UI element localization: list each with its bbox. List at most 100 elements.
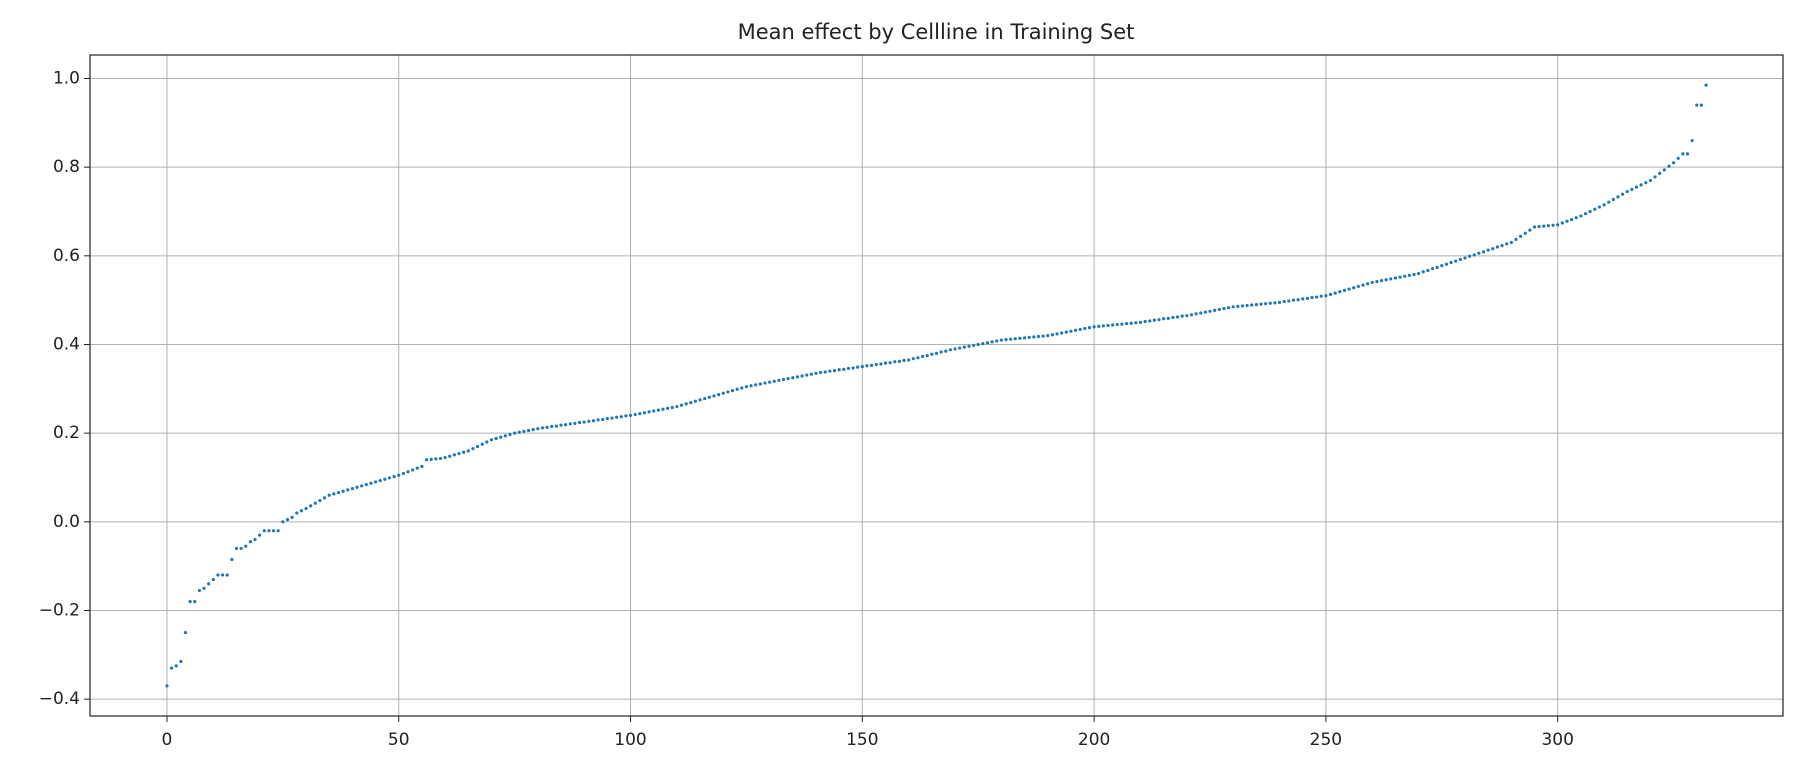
point bbox=[582, 420, 586, 424]
point bbox=[1468, 254, 1472, 258]
point bbox=[698, 398, 702, 402]
point bbox=[1472, 253, 1476, 257]
point bbox=[1004, 338, 1008, 342]
point bbox=[1648, 178, 1653, 183]
point bbox=[967, 344, 971, 348]
chart-title: Mean effect by Cellline in Training Set bbox=[738, 20, 1135, 44]
point bbox=[1250, 303, 1254, 307]
point bbox=[1134, 321, 1138, 325]
point bbox=[879, 362, 883, 366]
point bbox=[1514, 237, 1518, 242]
point bbox=[1254, 302, 1258, 307]
point bbox=[707, 395, 711, 399]
point bbox=[962, 345, 966, 349]
point bbox=[1366, 282, 1370, 286]
point bbox=[1681, 152, 1685, 156]
y-tick-label: 0.4 bbox=[53, 334, 80, 354]
point bbox=[169, 666, 174, 670]
point bbox=[373, 480, 378, 484]
point bbox=[990, 340, 994, 344]
point bbox=[276, 529, 280, 533]
point bbox=[1356, 284, 1360, 289]
point bbox=[225, 573, 229, 577]
point bbox=[318, 498, 322, 503]
point bbox=[1138, 320, 1143, 324]
point bbox=[1175, 315, 1180, 319]
point bbox=[360, 484, 364, 488]
point bbox=[735, 387, 739, 391]
point bbox=[299, 509, 303, 513]
point bbox=[1194, 312, 1198, 316]
point bbox=[1143, 319, 1147, 324]
point bbox=[791, 376, 795, 380]
point bbox=[1500, 244, 1504, 248]
point bbox=[1597, 205, 1602, 209]
point bbox=[642, 411, 647, 415]
point bbox=[364, 482, 368, 487]
point bbox=[726, 390, 730, 394]
point bbox=[1162, 317, 1166, 321]
point bbox=[1041, 334, 1045, 338]
point bbox=[1092, 325, 1096, 329]
point bbox=[244, 544, 248, 548]
point bbox=[1644, 181, 1648, 185]
y-tick-label: 0.8 bbox=[53, 157, 80, 177]
point bbox=[508, 432, 512, 437]
point bbox=[1180, 314, 1184, 318]
point bbox=[902, 358, 906, 363]
point bbox=[1036, 334, 1041, 339]
point bbox=[183, 631, 188, 635]
point bbox=[1240, 304, 1245, 308]
point bbox=[1273, 301, 1277, 305]
point bbox=[1523, 231, 1527, 235]
point bbox=[387, 476, 392, 480]
point bbox=[944, 349, 948, 353]
grid-layer bbox=[90, 55, 1783, 716]
point bbox=[1120, 322, 1124, 326]
point bbox=[559, 423, 563, 427]
point bbox=[1310, 295, 1314, 300]
point bbox=[526, 428, 531, 433]
point bbox=[1556, 223, 1560, 227]
point bbox=[1157, 318, 1161, 322]
point bbox=[290, 515, 294, 519]
point bbox=[1152, 318, 1156, 322]
point bbox=[948, 348, 953, 352]
point bbox=[615, 415, 619, 419]
point bbox=[860, 365, 864, 369]
point bbox=[1009, 337, 1013, 341]
point bbox=[522, 429, 526, 433]
point bbox=[907, 358, 911, 362]
point bbox=[958, 346, 962, 350]
point bbox=[1602, 203, 1606, 207]
point bbox=[823, 370, 827, 374]
point bbox=[679, 403, 684, 407]
point bbox=[1607, 200, 1611, 204]
point bbox=[401, 471, 405, 476]
point bbox=[193, 600, 197, 604]
point bbox=[777, 378, 781, 383]
point bbox=[647, 410, 651, 414]
point bbox=[786, 377, 790, 381]
point bbox=[675, 404, 679, 409]
y-tick-label: 0.2 bbox=[53, 423, 80, 443]
point bbox=[666, 406, 670, 410]
point bbox=[220, 573, 225, 577]
y-tick-label: −0.2 bbox=[39, 600, 80, 620]
point bbox=[211, 577, 215, 582]
point bbox=[429, 457, 433, 461]
point bbox=[1352, 286, 1356, 290]
point bbox=[1449, 260, 1453, 265]
point bbox=[1342, 288, 1347, 293]
point bbox=[749, 384, 753, 388]
point bbox=[1426, 268, 1430, 273]
point bbox=[285, 518, 290, 522]
y-tick-label: 0.6 bbox=[53, 246, 80, 266]
point bbox=[1361, 283, 1365, 287]
point bbox=[369, 481, 373, 485]
point bbox=[1087, 326, 1092, 330]
point bbox=[628, 413, 633, 418]
point bbox=[772, 379, 776, 383]
point bbox=[540, 426, 545, 430]
point bbox=[1287, 299, 1291, 303]
